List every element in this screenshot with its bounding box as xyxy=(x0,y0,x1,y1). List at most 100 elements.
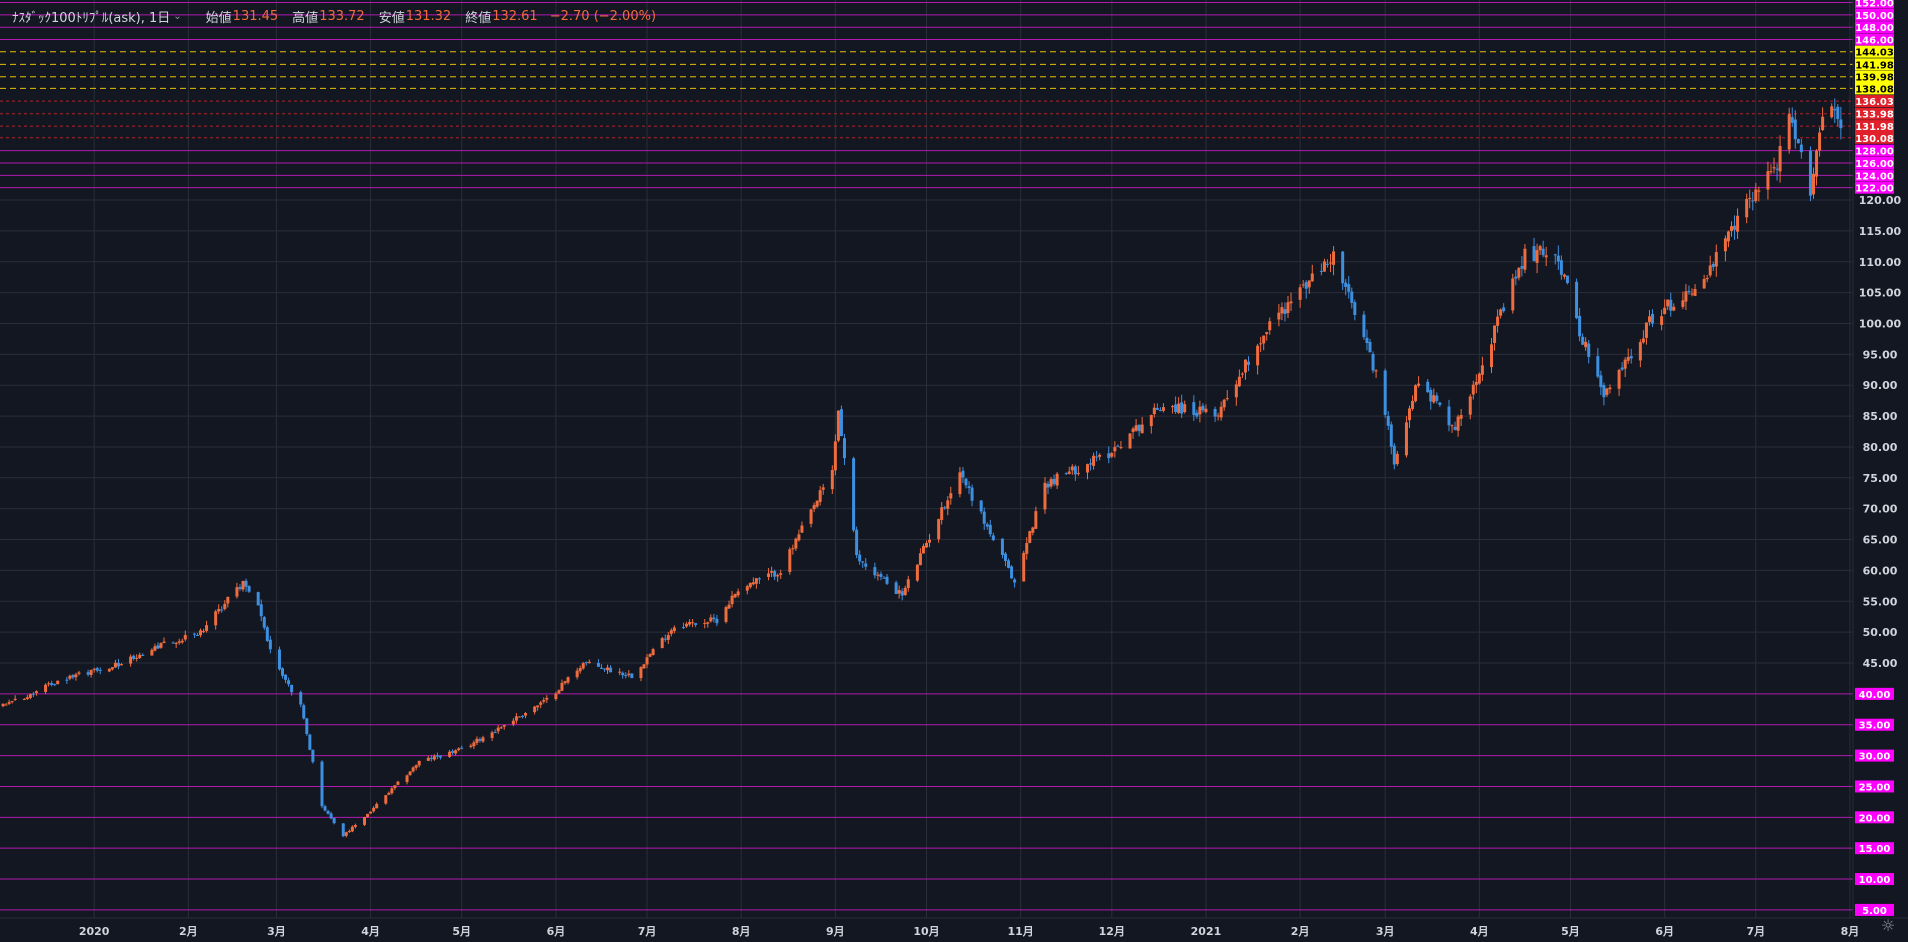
candle-body xyxy=(1799,144,1803,153)
candle-body xyxy=(238,587,242,589)
candle-body xyxy=(1647,316,1651,323)
candle-body xyxy=(681,627,685,629)
candle-body xyxy=(1532,246,1536,261)
candle-body xyxy=(1213,408,1217,417)
candle-body xyxy=(797,534,801,541)
price-level-badge xyxy=(1855,156,1894,169)
candle-body xyxy=(1453,426,1457,430)
candle-body xyxy=(98,669,102,671)
price-level-label: 122.00 xyxy=(1855,184,1894,195)
price-level-badge xyxy=(1855,718,1894,731)
candle-body xyxy=(1450,425,1454,427)
candle-body xyxy=(1222,399,1226,408)
candle-body xyxy=(1225,398,1229,400)
candle-body xyxy=(1669,299,1673,311)
price-level-label: 130.08 xyxy=(1855,134,1894,145)
candle-body xyxy=(1277,312,1281,320)
candle-body xyxy=(1666,299,1670,307)
candle-body xyxy=(1751,200,1755,202)
candle-body xyxy=(1246,361,1250,365)
candle-body xyxy=(302,705,306,719)
candle-body xyxy=(135,657,139,659)
candle-body xyxy=(1729,226,1733,232)
candle-body xyxy=(171,642,175,644)
y-tick-label: 110.00 xyxy=(1859,256,1902,269)
candle-body xyxy=(730,595,734,605)
candle-body xyxy=(906,579,910,589)
candle-body xyxy=(1629,356,1633,359)
candle-body xyxy=(1280,307,1284,314)
open-value: 131.45 xyxy=(232,8,279,24)
candle-body xyxy=(770,571,774,573)
candle-body xyxy=(1836,106,1840,120)
candle-body xyxy=(1584,341,1588,348)
candle-body xyxy=(1043,482,1047,510)
candle-body xyxy=(1128,433,1132,449)
candle-body xyxy=(1055,473,1059,486)
candle-body xyxy=(259,604,263,617)
candle-body xyxy=(156,645,160,649)
candle-body xyxy=(651,649,655,656)
candle-body xyxy=(120,664,124,666)
gear-icon[interactable]: ☼ xyxy=(1880,916,1896,935)
low-value: 131.32 xyxy=(405,8,452,24)
candle-body xyxy=(991,535,995,541)
candle-body xyxy=(1553,254,1557,256)
candle-body xyxy=(1663,307,1667,315)
price-level-badge xyxy=(1855,45,1894,58)
candle-body xyxy=(262,617,266,628)
candle-body xyxy=(1152,407,1156,415)
x-tick-label: 4月 xyxy=(1470,925,1489,938)
candle-body xyxy=(1395,453,1399,464)
candle-body xyxy=(241,580,245,590)
candle-body xyxy=(1517,268,1521,278)
candle-body xyxy=(1414,385,1418,402)
candle-body xyxy=(448,751,452,757)
price-level-label: 40.00 xyxy=(1859,690,1891,701)
candle-body xyxy=(1705,277,1709,280)
candle-body xyxy=(277,649,281,670)
candle-body xyxy=(1095,456,1099,458)
candle-body xyxy=(873,567,877,576)
candle-body xyxy=(1073,466,1077,475)
candle-body xyxy=(745,586,749,591)
candle-body xyxy=(202,631,206,633)
candle-body xyxy=(1046,483,1050,488)
candle-body xyxy=(353,825,357,827)
candle-body xyxy=(47,683,51,685)
candle-body xyxy=(244,580,248,587)
candle-body xyxy=(1149,414,1153,427)
candle-body xyxy=(1113,447,1117,452)
chevron-down-icon[interactable]: ⌄ xyxy=(173,10,182,22)
candle-body xyxy=(1684,291,1688,302)
candle-body xyxy=(68,675,72,679)
symbol-title[interactable]: ﾅｽﾀﾞｯｸ100ﾄﾘﾌﾟﾙ(ask), 1日 xyxy=(12,10,171,26)
candle-body xyxy=(387,792,391,795)
candle-body xyxy=(879,573,883,577)
candle-body xyxy=(964,478,968,486)
candle-body xyxy=(669,630,673,634)
candle-body xyxy=(1110,453,1114,457)
candle-body xyxy=(1180,402,1184,414)
time-axis-panel[interactable] xyxy=(0,918,1908,942)
candle-body xyxy=(1256,345,1260,366)
candle-body xyxy=(1711,263,1715,268)
candle-body xyxy=(1092,455,1096,466)
candle-body xyxy=(247,586,251,592)
candle-body xyxy=(71,675,75,678)
candle-body xyxy=(1383,370,1387,415)
candle-body xyxy=(1161,407,1165,411)
candle-body xyxy=(56,680,60,685)
price-level-badge xyxy=(1855,780,1894,793)
candle-body xyxy=(1435,395,1439,401)
candle-body xyxy=(727,604,731,609)
candle-body xyxy=(1575,281,1579,319)
candle-body xyxy=(405,775,409,783)
candle-body xyxy=(1812,173,1816,195)
candle-body xyxy=(1386,415,1390,426)
price-level-badge xyxy=(1855,687,1894,700)
candle-body xyxy=(900,591,904,596)
candle-body xyxy=(767,573,771,577)
